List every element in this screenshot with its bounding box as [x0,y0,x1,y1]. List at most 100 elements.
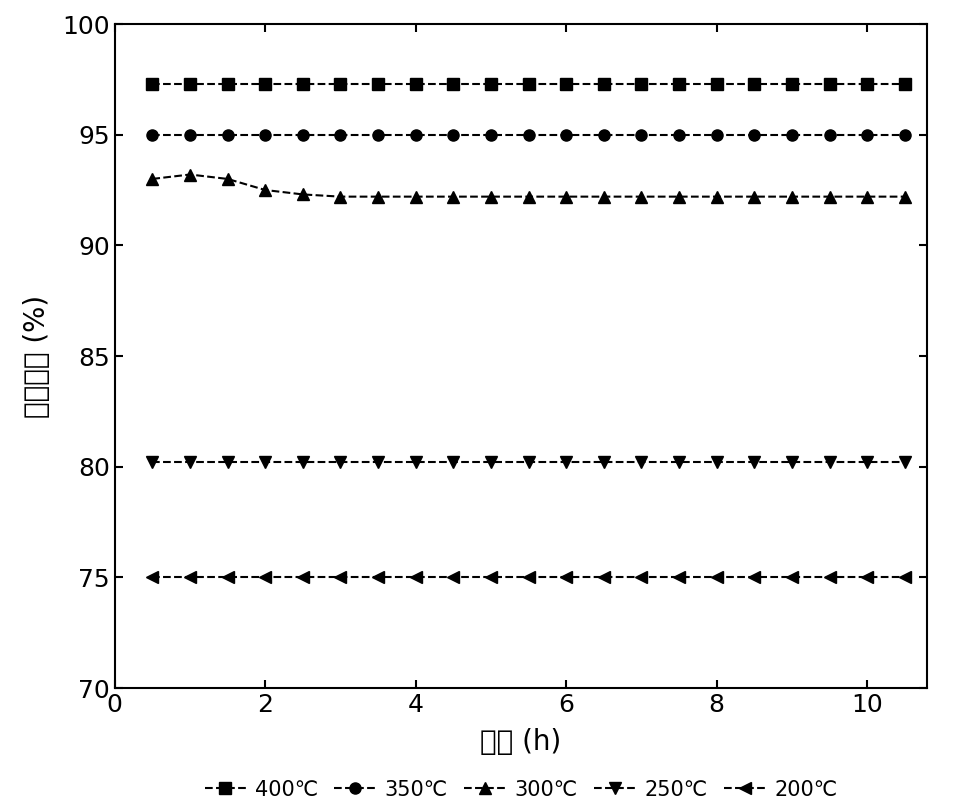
350℃ [222,130,233,139]
200℃ [146,573,158,582]
350℃ [786,130,797,139]
300℃ [560,192,572,202]
Line: 350℃: 350℃ [147,129,910,140]
250℃ [185,458,196,467]
300℃ [410,192,422,202]
400℃ [598,79,610,89]
400℃ [259,79,271,89]
400℃ [335,79,346,89]
400℃ [523,79,534,89]
350℃ [673,130,684,139]
250℃ [786,458,797,467]
200℃ [711,573,723,582]
350℃ [636,130,647,139]
250℃ [560,458,572,467]
250℃ [861,458,873,467]
350℃ [711,130,723,139]
250℃ [673,458,684,467]
250℃ [899,458,910,467]
200℃ [899,573,910,582]
350℃ [335,130,346,139]
200℃ [749,573,760,582]
Line: 200℃: 200℃ [147,572,910,583]
350℃ [146,130,158,139]
200℃ [447,573,459,582]
250℃ [297,458,309,467]
300℃ [711,192,723,202]
300℃ [297,190,309,199]
300℃ [899,192,910,202]
200℃ [598,573,610,582]
350℃ [749,130,760,139]
300℃ [222,174,233,184]
250℃ [222,458,233,467]
Legend: 400℃, 350℃, 300℃, 250℃, 200℃: 400℃, 350℃, 300℃, 250℃, 200℃ [196,771,846,800]
200℃ [786,573,797,582]
400℃ [410,79,422,89]
250℃ [711,458,723,467]
350℃ [259,130,271,139]
350℃ [410,130,422,139]
200℃ [673,573,684,582]
300℃ [861,192,873,202]
400℃ [372,79,383,89]
400℃ [486,79,497,89]
400℃ [861,79,873,89]
250℃ [259,458,271,467]
400℃ [447,79,459,89]
350℃ [523,130,534,139]
350℃ [372,130,383,139]
200℃ [297,573,309,582]
300℃ [185,170,196,179]
350℃ [824,130,836,139]
250℃ [146,458,158,467]
300℃ [259,186,271,195]
400℃ [711,79,723,89]
200℃ [222,573,233,582]
300℃ [146,174,158,184]
400℃ [146,79,158,89]
350℃ [861,130,873,139]
200℃ [410,573,422,582]
250℃ [523,458,534,467]
350℃ [297,130,309,139]
300℃ [749,192,760,202]
300℃ [786,192,797,202]
250℃ [335,458,346,467]
400℃ [824,79,836,89]
350℃ [486,130,497,139]
250℃ [598,458,610,467]
200℃ [259,573,271,582]
400℃ [673,79,684,89]
300℃ [447,192,459,202]
200℃ [523,573,534,582]
200℃ [335,573,346,582]
X-axis label: 时间 (h): 时间 (h) [481,728,561,756]
400℃ [636,79,647,89]
Line: 300℃: 300℃ [147,169,910,202]
200℃ [486,573,497,582]
300℃ [486,192,497,202]
250℃ [749,458,760,467]
400℃ [222,79,233,89]
200℃ [185,573,196,582]
300℃ [636,192,647,202]
400℃ [786,79,797,89]
Line: 250℃: 250℃ [147,457,910,468]
350℃ [598,130,610,139]
300℃ [673,192,684,202]
350℃ [899,130,910,139]
400℃ [185,79,196,89]
350℃ [560,130,572,139]
250℃ [447,458,459,467]
250℃ [824,458,836,467]
300℃ [335,192,346,202]
250℃ [486,458,497,467]
250℃ [410,458,422,467]
250℃ [636,458,647,467]
300℃ [372,192,383,202]
300℃ [523,192,534,202]
300℃ [824,192,836,202]
400℃ [899,79,910,89]
400℃ [749,79,760,89]
